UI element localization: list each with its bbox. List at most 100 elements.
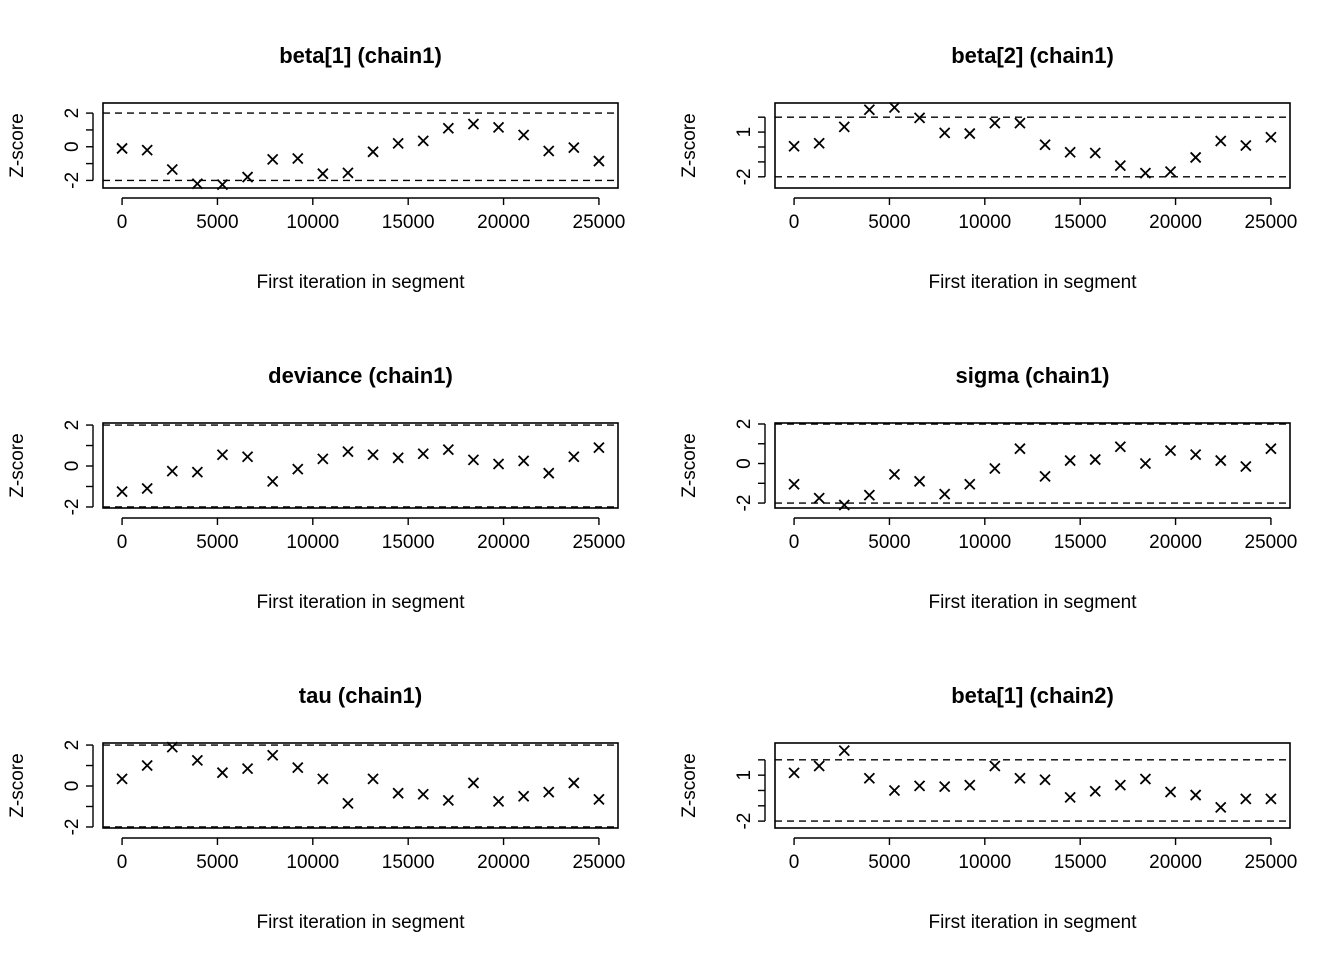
y-tick-label: -2 [734, 813, 755, 830]
data-point [417, 135, 429, 147]
data-point [1114, 159, 1126, 172]
data-point [788, 478, 800, 490]
data-point [1190, 151, 1202, 164]
data-point [1014, 117, 1026, 129]
x-tick-label: 25000 [573, 212, 626, 233]
data-point [141, 144, 153, 156]
data-point [166, 741, 178, 753]
data-point [568, 141, 580, 154]
data-point [1190, 448, 1202, 461]
data-point [392, 137, 404, 150]
data-point [241, 762, 254, 775]
y-axis-label: Z-score [679, 113, 700, 177]
panel-title: beta[2] (chain1) [951, 43, 1114, 68]
x-tick-label: 0 [789, 852, 800, 873]
y-tick-label: 2 [62, 420, 83, 431]
x-tick-label: 0 [117, 532, 128, 553]
data-point [317, 168, 329, 180]
data-point [518, 455, 530, 467]
data-point [116, 142, 128, 155]
data-point [989, 117, 1001, 129]
data-point [913, 112, 926, 124]
data-point [1064, 146, 1076, 158]
data-point [964, 478, 976, 490]
data-point [568, 777, 580, 789]
data-point [392, 787, 404, 799]
data-point [1039, 470, 1051, 483]
x-tick-label: 5000 [868, 212, 910, 233]
x-axis-label: First iteration in segment [256, 592, 465, 613]
x-tick-label: 15000 [382, 212, 435, 233]
data-point [292, 152, 304, 165]
data-point [863, 489, 875, 501]
data-point [888, 468, 901, 481]
plot-frame [774, 102, 1291, 189]
y-axis-label: Z-score [7, 433, 28, 497]
x-tick-label: 25000 [1245, 852, 1298, 873]
data-point [1139, 167, 1152, 179]
data-point [1164, 786, 1177, 798]
x-tick-label: 0 [789, 212, 800, 233]
data-point [417, 788, 429, 800]
data-point [317, 773, 329, 785]
data-point [342, 167, 354, 179]
data-point [1265, 131, 1277, 143]
y-tick-label: 2 [62, 108, 83, 119]
x-tick-label: 5000 [868, 532, 910, 553]
data-point [342, 797, 354, 810]
data-point [813, 137, 825, 149]
data-point [1240, 139, 1252, 152]
data-point [317, 453, 329, 465]
x-tick-label: 10000 [958, 532, 1011, 553]
data-point [568, 451, 580, 463]
data-point [442, 443, 454, 456]
x-tick-label: 10000 [958, 212, 1011, 233]
x-tick-label: 15000 [1054, 212, 1107, 233]
data-point [913, 475, 926, 487]
data-point [191, 754, 203, 767]
data-point [367, 449, 379, 461]
plot-frame [774, 742, 1291, 829]
data-point [367, 146, 379, 158]
x-tick-label: 0 [117, 852, 128, 873]
x-tick-label: 15000 [1054, 532, 1107, 553]
data-point [518, 129, 530, 141]
data-point [1190, 789, 1202, 801]
data-point [492, 121, 505, 134]
y-tick-label: -2 [734, 168, 755, 185]
x-tick-label: 20000 [1149, 852, 1202, 873]
data-point [116, 485, 128, 498]
data-point [813, 492, 825, 504]
data-point [1064, 791, 1076, 804]
panel-title: beta[1] (chain1) [279, 43, 442, 68]
data-point [863, 772, 875, 784]
panel-1: beta[1] (chain1) 0 5000 10000 15000 20000 2500… [7, 43, 625, 293]
x-axis-label: First iteration in segment [928, 272, 1137, 293]
panel-3: deviance (chain1) 0 5000 10000 15000 20000 250… [7, 363, 625, 613]
data-point [543, 467, 555, 479]
data-point [1089, 453, 1101, 466]
data-point [788, 140, 800, 152]
panel-2: beta[2] (chain1) 0 5000 10000 15000 20000 2500… [679, 43, 1297, 293]
data-point [863, 104, 875, 116]
y-tick-label: -2 [62, 499, 83, 516]
data-point [417, 448, 429, 460]
x-axis-label: First iteration in segment [928, 592, 1137, 613]
x-tick-label: 15000 [382, 852, 435, 873]
y-axis-label: Z-score [679, 433, 700, 497]
data-point [241, 171, 254, 183]
data-point [964, 127, 976, 140]
data-point [467, 777, 480, 789]
data-point [216, 178, 229, 191]
data-point [1089, 785, 1101, 797]
data-point [1215, 454, 1227, 467]
data-point [191, 178, 203, 190]
y-axis-label: Z-score [679, 753, 700, 817]
data-point [267, 475, 279, 488]
data-point [166, 163, 178, 176]
panel-4: sigma (chain1) 0 5000 10000 15000 20000 25000 F… [679, 363, 1297, 613]
data-point [1139, 773, 1152, 785]
x-tick-label: 25000 [573, 532, 626, 553]
data-point [543, 786, 555, 798]
data-point [1064, 454, 1076, 467]
